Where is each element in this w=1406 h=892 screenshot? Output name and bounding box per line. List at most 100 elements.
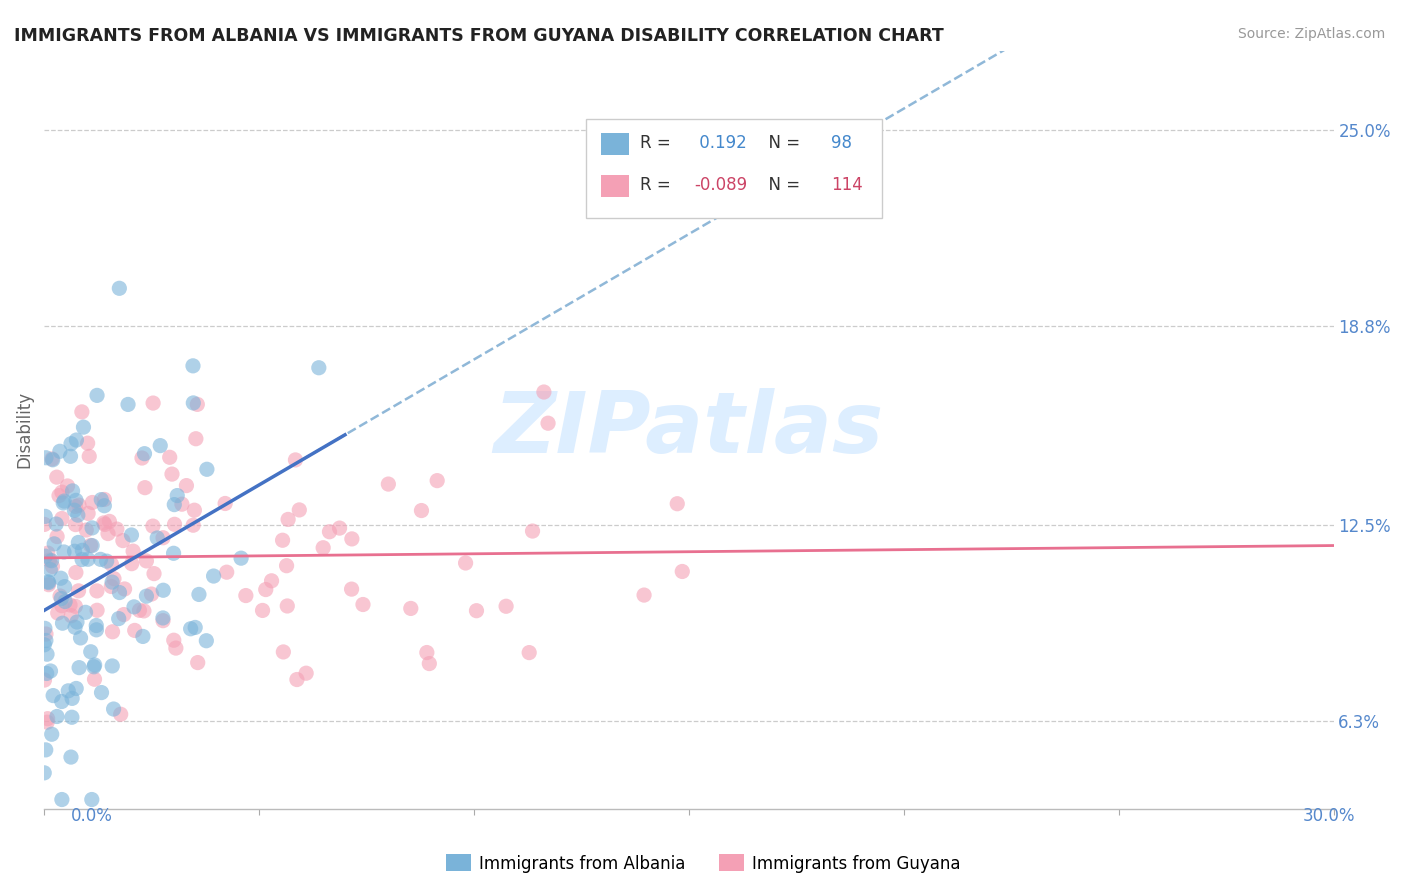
Text: Source: ZipAtlas.com: Source: ZipAtlas.com	[1237, 27, 1385, 41]
Point	[60, 436, 83, 450]
Point	[86, 623, 108, 637]
Point	[426, 474, 449, 488]
Point	[97, 526, 120, 541]
Point	[108, 281, 131, 295]
Point	[252, 603, 274, 617]
Point	[32, 638, 55, 652]
Point	[187, 656, 209, 670]
Point	[152, 611, 174, 625]
Point	[58, 683, 80, 698]
Point	[77, 507, 100, 521]
Text: N =: N =	[758, 176, 806, 194]
Point	[52, 496, 75, 510]
Point	[45, 470, 67, 484]
Point	[75, 605, 97, 619]
Point	[107, 612, 129, 626]
Point	[52, 545, 75, 559]
Point	[184, 432, 207, 446]
Point	[96, 554, 118, 568]
Point	[59, 450, 82, 464]
Point	[35, 647, 58, 661]
Point	[340, 582, 363, 596]
Point	[82, 495, 104, 509]
Point	[48, 489, 70, 503]
Point	[105, 522, 128, 536]
Point	[260, 574, 283, 588]
Point	[276, 558, 298, 573]
Point	[59, 750, 82, 764]
Point	[51, 599, 73, 613]
Point	[76, 436, 98, 450]
Point	[60, 710, 83, 724]
Point	[37, 715, 59, 730]
Point	[65, 493, 87, 508]
Point	[195, 462, 218, 476]
Point	[38, 575, 60, 590]
Point	[45, 516, 67, 531]
Point	[103, 572, 125, 586]
Text: R =: R =	[640, 176, 676, 194]
Point	[38, 553, 60, 567]
Point	[131, 450, 153, 465]
Point	[112, 607, 135, 622]
Point	[308, 360, 330, 375]
Point	[416, 646, 439, 660]
Point	[51, 591, 73, 606]
Text: 114: 114	[831, 176, 862, 194]
Bar	[602, 134, 630, 155]
Point	[132, 604, 155, 618]
Point	[101, 575, 124, 590]
Point	[101, 624, 124, 639]
Point	[66, 615, 89, 629]
Point	[37, 546, 59, 560]
Point	[143, 566, 166, 581]
Point	[184, 620, 207, 634]
Point	[135, 554, 157, 568]
Point	[62, 483, 84, 498]
Point	[65, 681, 87, 696]
Point	[163, 633, 186, 648]
Point	[90, 552, 112, 566]
Point	[65, 500, 87, 514]
Point	[35, 633, 58, 648]
Point	[67, 660, 90, 674]
Point	[103, 702, 125, 716]
Point	[90, 492, 112, 507]
Point	[82, 521, 104, 535]
Point	[41, 559, 63, 574]
Y-axis label: Disability: Disability	[15, 392, 32, 468]
Point	[318, 524, 340, 539]
Point	[165, 641, 187, 656]
Point	[34, 509, 56, 524]
Text: R =: R =	[640, 134, 676, 153]
Point	[187, 587, 209, 601]
Point	[46, 709, 69, 723]
Point	[86, 583, 108, 598]
Point	[79, 538, 101, 552]
Point	[67, 498, 90, 512]
Point	[454, 556, 477, 570]
Point	[352, 598, 374, 612]
Point	[77, 450, 100, 464]
Text: IMMIGRANTS FROM ALBANIA VS IMMIGRANTS FROM GUYANA DISABILITY CORRELATION CHART: IMMIGRANTS FROM ALBANIA VS IMMIGRANTS FR…	[14, 27, 943, 45]
Point	[37, 712, 59, 726]
Point	[98, 515, 121, 529]
Point	[42, 689, 65, 703]
Point	[70, 405, 93, 419]
Point	[399, 601, 422, 615]
Point	[146, 531, 169, 545]
Point	[32, 765, 55, 780]
Point	[67, 535, 90, 549]
Point	[537, 416, 560, 430]
Point	[34, 549, 56, 563]
Point	[38, 577, 60, 591]
Point	[159, 450, 181, 465]
Point	[134, 481, 156, 495]
Point	[495, 599, 517, 614]
Point	[34, 517, 56, 532]
Point	[41, 554, 63, 568]
Point	[202, 569, 225, 583]
Point	[122, 599, 145, 614]
Point	[53, 594, 76, 608]
Point	[162, 546, 184, 560]
